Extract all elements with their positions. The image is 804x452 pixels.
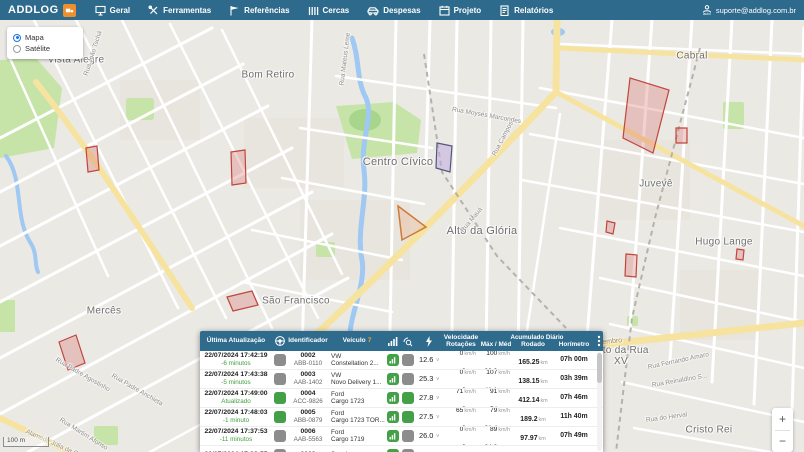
signal-indicator [387,411,399,423]
table-row[interactable]: 22/07/2024 17:39:55 0009 Scania 0km/h 0k… [200,446,603,452]
user-email: suporte@addlog.com.br [716,6,796,15]
nav-item-ferramentas[interactable]: Ferramentas [139,0,220,20]
map-scale: 100 m [3,437,49,447]
brand[interactable]: ADDLOG [0,4,86,17]
col-rodado[interactable]: Rodado [513,341,553,348]
zoom-control: + − [772,408,793,452]
monitor-icon [95,5,106,16]
satellite-indicator [402,430,414,442]
report-icon [499,5,510,16]
geofence-polygon[interactable] [676,128,687,143]
flag-icon [229,5,240,16]
signal-indicator [387,430,399,442]
nav-item-cercas[interactable]: Cercas [299,0,359,20]
satellite-icon [400,336,415,347]
driver-status-indicator [274,373,286,385]
table-row[interactable]: 22/07/2024 17:49:00Atualizado 0004ACC-98… [200,389,603,408]
menu-kebab-icon[interactable] [595,335,603,347]
col-group-acumulado-diario: Acumulado Diário Máx / Méd Rodado Horíme… [479,331,595,351]
table-row[interactable]: 22/07/2024 17:48:03-1 minuto 0005ABB-087… [200,408,603,427]
top-nav: ADDLOG Geral Ferramentas Referências Cer… [0,0,804,20]
driver-status-indicator [274,392,286,404]
addlog-logo-icon [63,4,76,17]
user-icon: auto [702,5,712,16]
steering-wheel-icon [272,335,287,347]
map-type-mapa[interactable]: Mapa [13,33,77,42]
calendar-icon [439,5,450,16]
col-velocidade-rotacoes[interactable]: VelocidadeRotações [443,334,479,349]
signal-indicator [387,373,399,385]
car-icon [367,5,379,16]
user-account[interactable]: auto suporte@addlog.com.br [702,5,804,16]
map-type-control: Mapa Satélite [7,27,83,59]
table-row[interactable]: 22/07/2024 17:43:38-5 minutos 0003AAB-14… [200,370,603,389]
vehicle-count-badge: 7 [368,337,372,344]
geofence-polygon[interactable] [86,146,99,172]
radio-selected-icon [13,34,21,42]
vehicle-table: Última Atualização Identificador Veículo… [200,331,603,452]
col-veiculo[interactable]: Veículo 7 [329,337,385,344]
fence-icon [308,5,319,16]
geofence-polygon[interactable] [231,150,246,185]
table-header: Última Atualização Identificador Veículo… [200,331,603,351]
driver-status-indicator [274,354,286,366]
signal-indicator [387,392,399,404]
satellite-indicator [402,392,414,404]
signal-indicator [387,354,399,366]
zoom-in-button[interactable]: + [772,408,793,430]
radio-unselected-icon [13,45,21,53]
nav-item-despesas[interactable]: Despesas [358,0,429,20]
map-type-satelite[interactable]: Satélite [13,44,77,53]
col-max-med[interactable]: Máx / Méd [479,341,513,348]
geofence-polygon-purple[interactable] [436,143,452,172]
nav-item-geral[interactable]: Geral [86,0,139,20]
satellite-indicator [402,354,414,366]
col-ultima-atualizacao[interactable]: Última Atualização [200,337,272,344]
col-horimetro[interactable]: Horímetro [553,341,595,348]
table-row[interactable]: 22/07/2024 17:42:19-6 minutos 0002ABB-01… [200,351,603,370]
power-icon [415,336,443,347]
driver-status-indicator [274,411,286,423]
signal-icon [385,336,400,347]
geofence-polygon[interactable] [625,254,637,277]
driver-status-indicator [274,430,286,442]
nav-item-projeto[interactable]: Projeto [430,0,491,20]
table-scrollbar-thumb[interactable] [597,353,602,383]
zoom-out-button[interactable]: − [772,431,793,452]
nav-item-relatorios[interactable]: Relatórios [490,0,562,20]
tools-icon [148,5,159,16]
geofence-polygon[interactable] [606,221,615,234]
brand-name: ADDLOG [8,4,59,16]
geofence-polygon[interactable] [736,249,744,260]
satellite-indicator [402,411,414,423]
table-row[interactable]: 22/07/2024 17:37:53-11 minutos 0006AAB-5… [200,427,603,446]
nav-item-referencias[interactable]: Referências [220,0,298,20]
satellite-indicator [402,373,414,385]
col-identificador[interactable]: Identificador [287,337,329,344]
